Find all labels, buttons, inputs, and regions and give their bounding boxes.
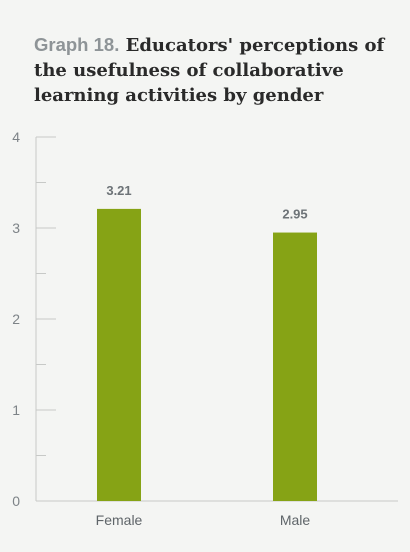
graph-title-text: Educators' perceptions of the usefulness…	[34, 35, 385, 106]
y-tick-label: 4	[12, 129, 20, 145]
value-label-female: 3.21	[106, 183, 131, 198]
category-label-male: Male	[280, 512, 311, 528]
y-tick-label: 1	[12, 402, 20, 418]
bar-female	[97, 208, 141, 501]
bars	[97, 208, 317, 502]
y-tick-label: 2	[12, 311, 20, 327]
chart-title: Graph 18. Educators' perceptions of the …	[34, 32, 394, 108]
y-tick-label: 3	[12, 220, 20, 236]
category-label-female: Female	[96, 512, 143, 528]
bar-male	[273, 232, 317, 502]
labels: 3.21 Female 2.95 Male	[96, 183, 311, 528]
value-label-male: 2.95	[282, 207, 307, 222]
y-tick-label: 0	[12, 493, 20, 509]
y-axis: 0 1 2 3 4	[12, 129, 398, 509]
graph-number-label: Graph 18.	[34, 34, 120, 55]
